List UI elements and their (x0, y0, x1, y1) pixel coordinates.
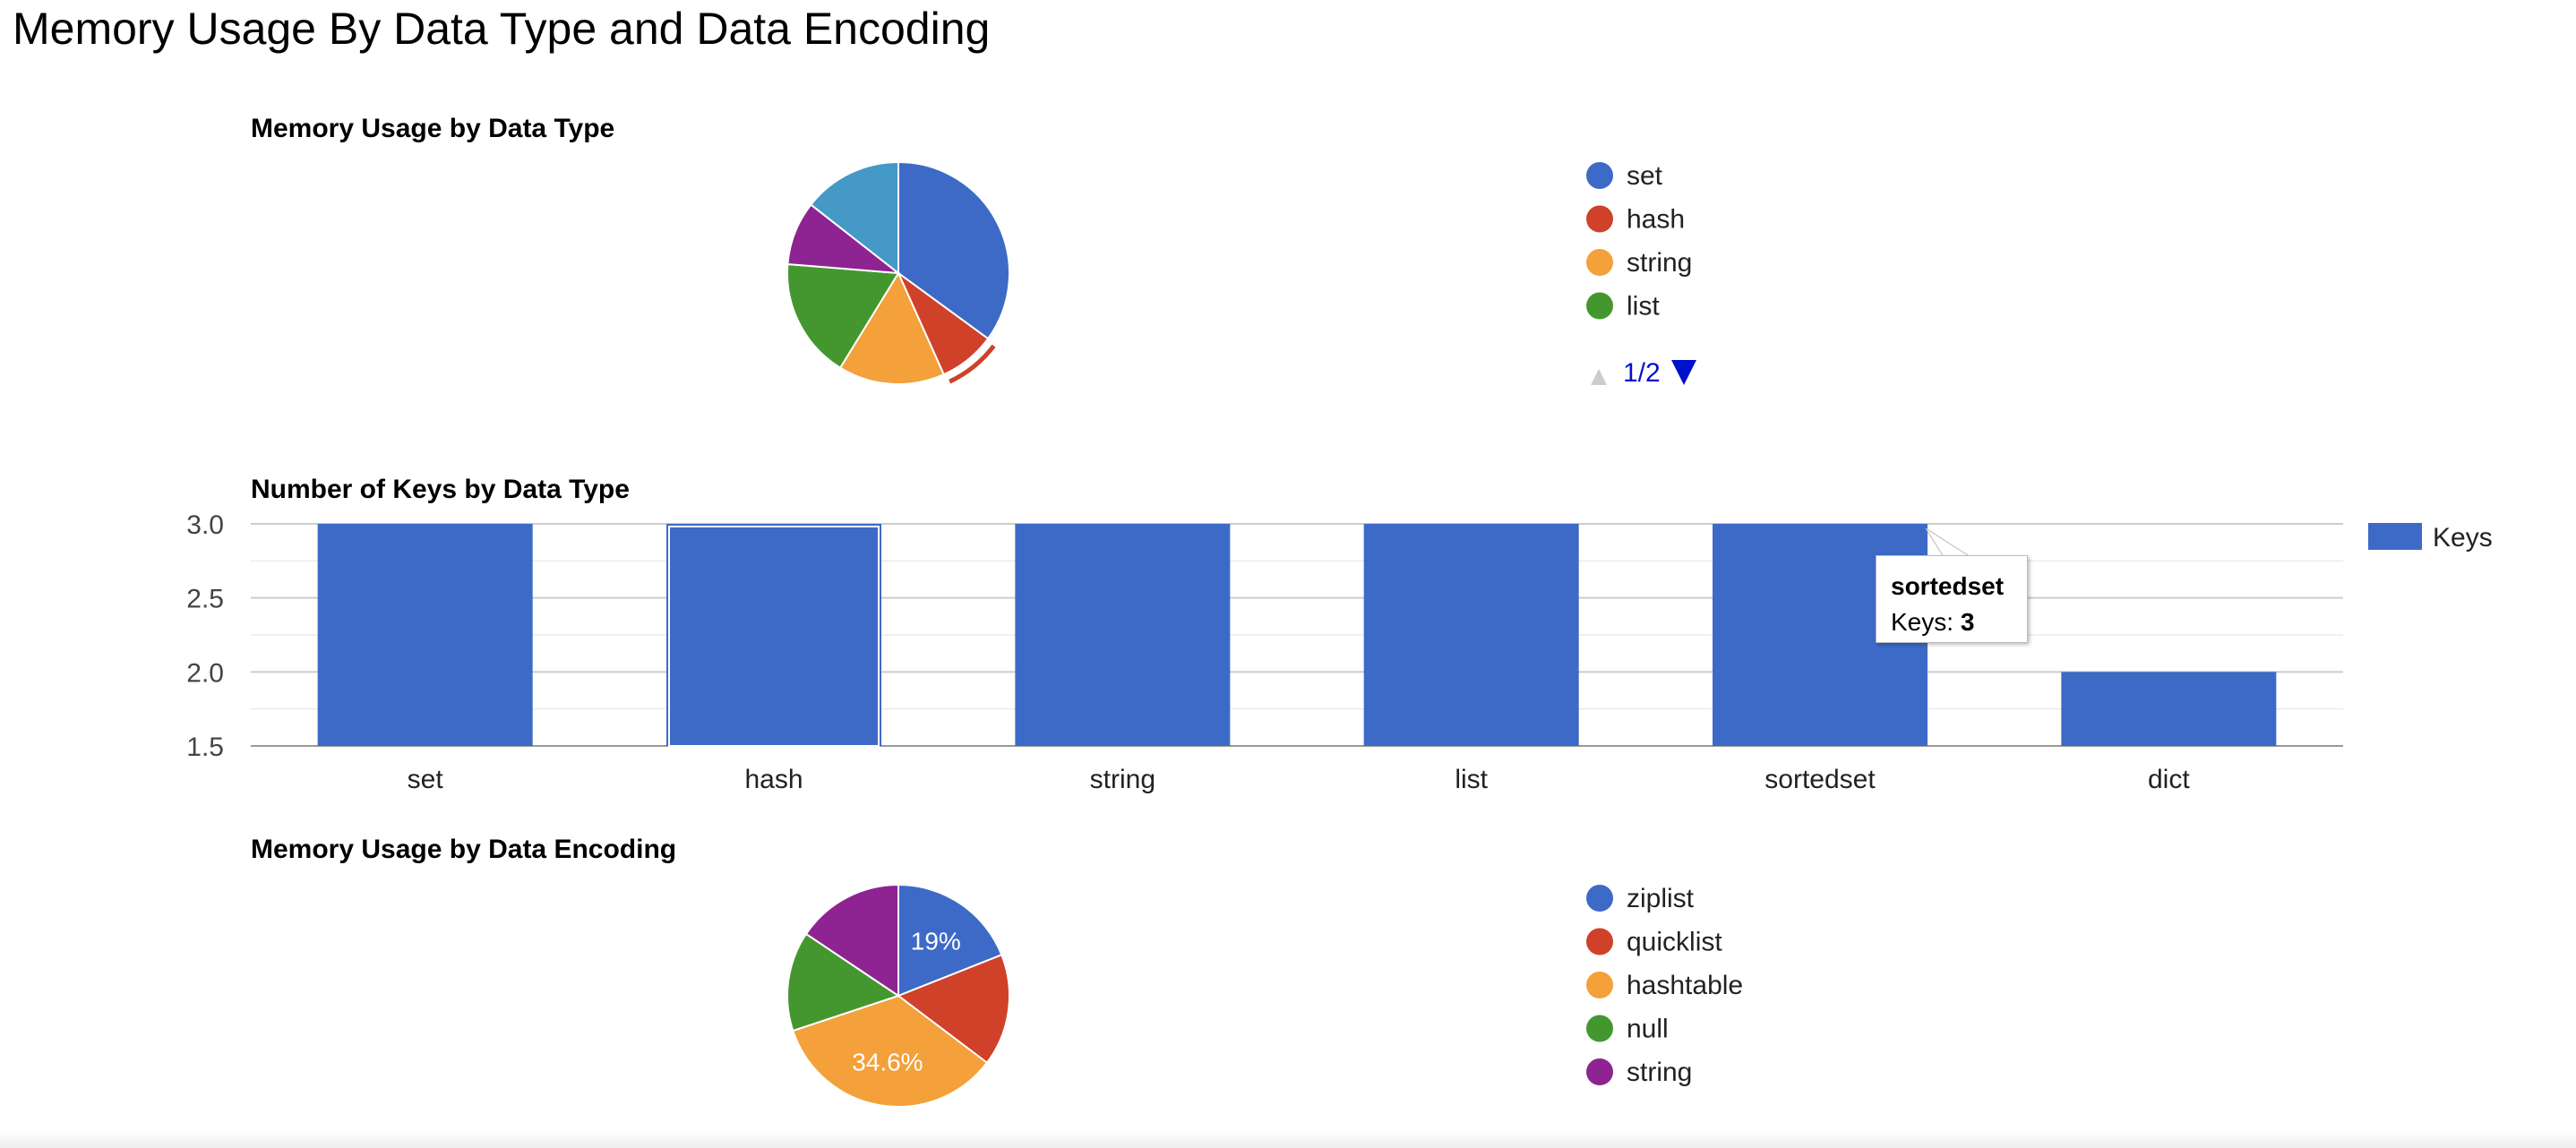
x-tick-label: sortedset (1765, 765, 1876, 794)
x-tick-label: dict (2148, 765, 2190, 794)
x-axis-labels: set hash string list sortedset dict (408, 765, 2191, 794)
legend-marker (1586, 292, 1613, 320)
chart-title: Number of Keys by Data Type (251, 475, 630, 504)
y-tick-label: 3.0 (186, 510, 224, 540)
legend-marker (1586, 249, 1613, 276)
pie-slice-hashtable[interactable] (792, 994, 989, 1108)
page-title: Memory Usage By Data Type and Data Encod… (13, 4, 991, 54)
gridlines (251, 523, 2343, 747)
pager-down-icon[interactable] (1671, 360, 1696, 385)
pie-slice-dict[interactable] (809, 160, 899, 276)
legend-item-quicklist[interactable]: quicklist (1627, 928, 1722, 957)
pie-slice-label: 19% (911, 927, 961, 955)
y-axis-ticks: 3.0 2.5 2.0 1.5 (186, 510, 224, 762)
y-tick-label: 2.0 (186, 658, 224, 688)
legend-marker (1586, 162, 1613, 189)
pie-slice-labels: 19% 34.6% (852, 927, 961, 1075)
bottom-edge (0, 1130, 2576, 1148)
bar-set[interactable] (317, 524, 533, 746)
pager-up-icon[interactable] (1591, 369, 1607, 385)
legend-item-list[interactable]: list (1627, 292, 1660, 321)
pie-legend: set hash string list (1586, 161, 1692, 321)
pie-slice-ziplist[interactable] (897, 883, 1003, 998)
legend-item-null[interactable]: null (1627, 1015, 1669, 1044)
legend-marker (1586, 972, 1613, 998)
legend-item-set[interactable]: set (1627, 161, 1663, 191)
legend-label: Keys (2433, 523, 2493, 553)
pie-slice-set[interactable] (897, 160, 1010, 340)
tooltip-pointer (1925, 527, 1972, 558)
legend-item-string[interactable]: string (1627, 1058, 1692, 1087)
chart-title: Memory Usage by Data Type (251, 114, 614, 143)
tooltip-category: sortedset (1891, 572, 2005, 600)
y-tick-label: 2.5 (186, 585, 224, 614)
legend-item-hash[interactable]: hash (1627, 205, 1685, 235)
pie-slice-null[interactable] (786, 932, 901, 1032)
pie-chart-data-encoding: Memory Usage by Data Encoding 19% 34.6% z… (251, 835, 1743, 1108)
x-tick-label: set (408, 765, 444, 794)
legend-marker (1586, 885, 1613, 912)
legend-marker (1586, 1058, 1613, 1085)
bar-legend: Keys (2368, 523, 2493, 553)
x-tick-label: hash (744, 765, 803, 794)
bar-dict[interactable] (2061, 672, 2277, 746)
pie-slice-list[interactable] (786, 262, 900, 370)
bar-list[interactable] (1363, 524, 1579, 746)
bar-tooltip: sortedset Keys: 3 (1876, 555, 2028, 643)
x-tick-label: string (1090, 765, 1155, 794)
pie-slices (786, 883, 1010, 1108)
legend-item-ziplist[interactable]: ziplist (1627, 884, 1695, 913)
legend-marker (1586, 1015, 1613, 1042)
bar-string[interactable] (1015, 524, 1231, 746)
x-tick-label: list (1455, 765, 1488, 794)
pie-legend: ziplist quicklist hashtable null string (1586, 884, 1743, 1087)
legend-item-string[interactable]: string (1627, 248, 1692, 278)
pie-slice-label: 34.6% (852, 1048, 923, 1075)
bar-hash[interactable] (666, 524, 881, 746)
legend-marker (1586, 928, 1613, 955)
bar-highlight (668, 526, 880, 747)
y-tick-label: 1.5 (186, 732, 224, 762)
bar-chart-keys: Number of Keys by Data Type 3.0 2.5 2.0 1.5… (186, 475, 2492, 794)
pie-slice-highlight (949, 344, 996, 384)
legend-marker (1586, 205, 1613, 233)
pager-label: 1/2 (1623, 358, 1661, 388)
legend-pager: 1/2 (1591, 358, 1696, 388)
tooltip-value: 3 (1960, 608, 1975, 636)
chart-title: Memory Usage by Data Encoding (251, 835, 676, 864)
pie-chart-data-type: Memory Usage by Data Type set hash string l… (251, 114, 1696, 388)
pie-slices (786, 160, 1010, 385)
pie-slice-string[interactable] (804, 883, 899, 998)
legend-swatch (2368, 523, 2422, 550)
pie-slice-quicklist[interactable] (896, 954, 1010, 1065)
legend-item-hashtable[interactable]: hashtable (1627, 971, 1743, 1000)
pie-slice-string[interactable] (838, 270, 946, 385)
tooltip-label: Keys: (1891, 608, 1954, 636)
